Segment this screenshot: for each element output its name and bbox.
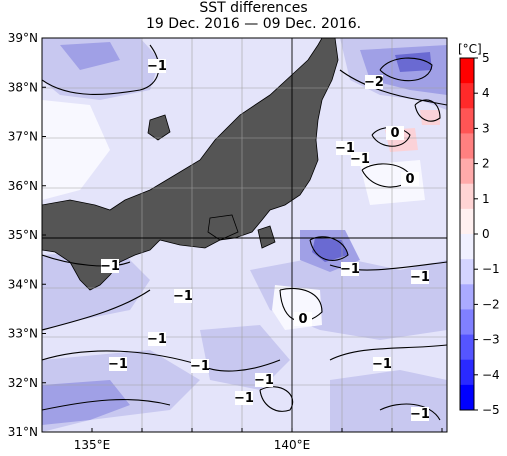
color-scale-segment [460,284,474,310]
contour-label: −1 [350,152,370,167]
contour-label: 0 [298,312,307,327]
color-scale-tick-label: 0 [482,227,490,241]
longitude-tick-label: 140°E [274,438,311,452]
contour-label-background [148,332,166,346]
contour-label: 0 [390,126,399,141]
contour-label-background [411,270,429,284]
color-scale-unit: [°C] [458,42,482,56]
contour-label: −1 [335,141,355,156]
contour-label-background [373,357,391,371]
dark-blue-anomaly-patches [312,52,432,262]
contour-label-background [255,373,273,387]
contour-label: −1 [147,332,167,347]
latitude-tick-label: 38°N [8,80,38,94]
color-scale-tick-label: −5 [482,403,500,417]
contour-label: −1 [340,262,360,277]
contour-value-labels: −1−1−20−1−100−1−1−1−1−1 −1−1−1−1−1 [100,59,430,422]
color-scale-tick-label: 1 [482,192,490,206]
color-scale-tick-label: 2 [482,157,490,171]
color-scale-tick-label: −2 [482,297,500,311]
contour-label: −1 [410,270,430,285]
map-subtitle: 19 Dec. 2016 — 09 Dec. 2016. [145,16,362,32]
color-scale-segments [460,58,474,411]
contour-label-background [336,141,354,155]
color-scale-tick-label: 4 [482,86,490,100]
contour-label-background [365,75,383,89]
color-scale-segment [460,384,474,411]
color-scale-tick-label: −4 [482,368,500,382]
contour-label-background [174,289,192,303]
color-scale-segment [460,259,474,285]
color-scale-tick-label: −1 [482,262,500,276]
contour-label: −1 [410,407,430,422]
contour-label-background [341,262,359,276]
color-scale-segment [460,334,474,361]
contour-label: 0 [405,172,414,187]
color-scale-tick-label: 3 [482,121,490,135]
map-title: SST differences [199,0,308,16]
contour-label-background [411,407,429,421]
contour-label: −1 [100,259,120,274]
contour-label: −1 [147,59,167,74]
color-scale-segment [460,58,474,84]
color-scale-segment [460,183,474,210]
color-scale-segment [460,309,474,336]
color-scale-segment [460,158,474,185]
contour-label: −1 [372,357,392,372]
latitude-tick-label: 39°N [8,31,38,45]
contour-label: −1 [190,359,210,374]
contour-label: −1 [234,391,254,406]
contour-label-background [235,391,253,405]
color-scale-segment [460,208,474,235]
contour-label-background [401,172,419,186]
contour-label-background [101,259,119,273]
contour-label-background [386,126,404,140]
contour-label-background [148,59,166,73]
color-scale-ticks: 5 4 3 2 1 0 −1 −2 −3 −4 −5 [474,51,500,417]
color-scale-segment [460,133,474,160]
latitude-tick-label: 31°N [8,425,38,439]
color-scale-tick-label: 5 [482,51,490,65]
latitude-tick-label: 35°N [8,228,38,242]
lat-lon-gridlines [42,38,447,432]
latitude-tick-label: 36°N [8,179,38,193]
contour-label-background [191,359,209,373]
contour-label: −1 [173,289,193,304]
latitude-tick-label: 34°N [8,277,38,291]
contour-label-background [294,312,312,326]
latitude-axis: 39°N 38°N 37°N 36°N 35°N 34°N 33°N 32°N 31°N [8,31,46,439]
latitude-tick-label: 37°N [8,130,38,144]
longitude-tick-label: 135°E [74,438,111,452]
color-scale-segment [460,359,474,386]
contour-label-background [109,357,127,371]
color-scale-segment [460,108,474,134]
color-scale-segment [460,234,474,260]
contour-label: −2 [364,75,384,90]
color-scale-bar: [°C] 5 4 3 2 1 0 −1 −2 −3 −4 −5 [458,42,500,417]
contour-label-background [351,152,369,166]
major-gridlines [42,38,447,432]
latitude-tick-label: 32°N [8,376,38,390]
color-scale-tick-label: −3 [482,333,500,347]
color-scale-segment [460,83,474,109]
contour-label: −1 [254,373,274,388]
contour-label: −1 [108,357,128,372]
longitude-axis: 135°E 140°E [41,428,443,452]
latitude-tick-label: 33°N [8,327,38,341]
